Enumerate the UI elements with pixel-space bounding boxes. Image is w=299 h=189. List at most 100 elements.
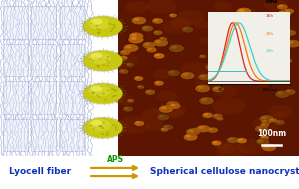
Circle shape	[274, 90, 291, 99]
Circle shape	[190, 131, 197, 135]
Circle shape	[167, 69, 181, 77]
Text: Time: Time	[265, 0, 279, 4]
Circle shape	[228, 138, 234, 140]
Circle shape	[120, 70, 124, 72]
Circle shape	[134, 121, 144, 126]
Circle shape	[126, 63, 134, 67]
Text: Lyocell fiber: Lyocell fiber	[9, 167, 71, 176]
Circle shape	[153, 53, 165, 59]
Circle shape	[168, 102, 173, 105]
Circle shape	[155, 40, 161, 43]
Circle shape	[257, 140, 261, 142]
Circle shape	[115, 129, 118, 130]
Bar	[3, 119, 28, 151]
Circle shape	[176, 10, 204, 24]
Circle shape	[254, 125, 270, 133]
Circle shape	[169, 103, 181, 109]
Circle shape	[198, 126, 204, 129]
Circle shape	[153, 30, 163, 35]
Circle shape	[214, 1, 233, 11]
Circle shape	[120, 56, 128, 60]
Circle shape	[121, 56, 124, 58]
Circle shape	[112, 124, 115, 125]
Circle shape	[260, 52, 269, 56]
Circle shape	[82, 83, 124, 105]
Bar	[31, 44, 56, 76]
Circle shape	[242, 47, 250, 51]
Circle shape	[201, 98, 207, 101]
Circle shape	[214, 51, 217, 53]
Circle shape	[91, 22, 94, 24]
Bar	[118, 0, 299, 156]
Circle shape	[204, 113, 208, 115]
Circle shape	[115, 90, 118, 91]
Circle shape	[200, 55, 203, 57]
Circle shape	[210, 62, 213, 64]
Circle shape	[156, 113, 170, 121]
Circle shape	[212, 60, 219, 64]
Circle shape	[158, 105, 174, 113]
Circle shape	[147, 90, 151, 92]
Circle shape	[258, 76, 271, 83]
Circle shape	[154, 19, 158, 21]
Circle shape	[195, 124, 212, 133]
Circle shape	[216, 116, 224, 121]
Circle shape	[89, 125, 92, 126]
Circle shape	[135, 77, 139, 79]
Circle shape	[211, 140, 222, 146]
Circle shape	[276, 120, 280, 123]
Circle shape	[145, 89, 155, 95]
Circle shape	[91, 60, 94, 62]
Circle shape	[269, 47, 286, 56]
Bar	[31, 119, 56, 151]
Bar	[3, 44, 28, 76]
Circle shape	[163, 19, 190, 34]
Circle shape	[188, 129, 194, 132]
Circle shape	[282, 58, 292, 63]
Circle shape	[260, 77, 266, 80]
Circle shape	[159, 105, 173, 113]
Circle shape	[279, 11, 285, 14]
Circle shape	[102, 93, 105, 94]
Circle shape	[169, 71, 174, 73]
Circle shape	[115, 126, 118, 128]
Circle shape	[184, 133, 198, 141]
Circle shape	[207, 127, 218, 133]
Circle shape	[199, 54, 206, 58]
Circle shape	[141, 25, 154, 32]
Circle shape	[169, 44, 184, 52]
Circle shape	[107, 90, 110, 91]
Circle shape	[270, 119, 273, 120]
Circle shape	[212, 97, 245, 115]
Circle shape	[243, 48, 246, 49]
Circle shape	[106, 134, 109, 136]
Circle shape	[211, 113, 224, 119]
Circle shape	[164, 125, 169, 128]
Circle shape	[153, 39, 168, 46]
Circle shape	[141, 41, 156, 49]
Text: 24h: 24h	[265, 49, 274, 53]
Circle shape	[107, 53, 138, 69]
Circle shape	[127, 63, 130, 65]
Circle shape	[238, 139, 242, 141]
Circle shape	[239, 64, 254, 71]
Circle shape	[261, 136, 265, 138]
Circle shape	[183, 27, 188, 30]
Circle shape	[106, 132, 109, 134]
Circle shape	[191, 127, 203, 133]
Circle shape	[197, 73, 212, 81]
Circle shape	[134, 76, 144, 81]
Bar	[3, 6, 28, 39]
Circle shape	[224, 45, 242, 54]
Circle shape	[229, 40, 233, 42]
Circle shape	[108, 22, 111, 24]
Circle shape	[91, 120, 102, 126]
Circle shape	[211, 86, 225, 93]
Circle shape	[151, 18, 164, 24]
Circle shape	[126, 45, 132, 48]
Circle shape	[100, 126, 103, 128]
Circle shape	[161, 106, 167, 109]
Circle shape	[256, 139, 265, 144]
Circle shape	[254, 125, 269, 132]
Circle shape	[208, 61, 218, 66]
